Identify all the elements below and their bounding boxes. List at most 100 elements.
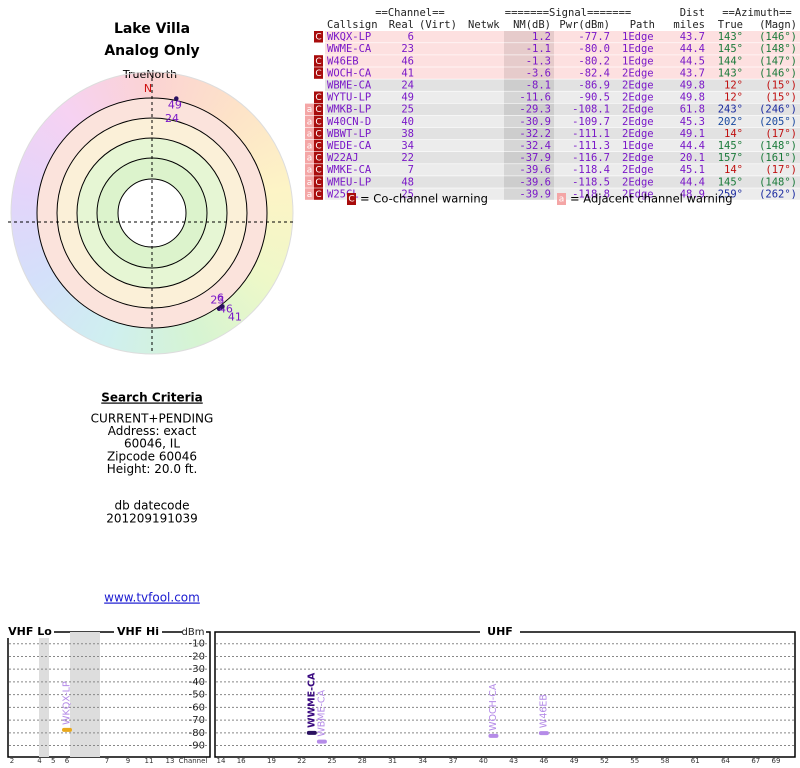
- cell: (17°): [765, 164, 797, 176]
- warning-key: C: [315, 166, 321, 176]
- cell: 145°: [718, 43, 743, 55]
- warning-flag: [314, 55, 323, 67]
- row-bg: [325, 67, 800, 79]
- cell: 2Edge: [622, 188, 654, 200]
- cell: 49: [401, 92, 414, 104]
- cell: 25: [401, 104, 414, 116]
- nm-bg: [504, 91, 554, 103]
- cell: (148°): [759, 176, 797, 188]
- cell: 2Edge: [622, 152, 654, 164]
- x-tick-label: 34: [418, 757, 427, 765]
- column-header: Netwk: [468, 19, 500, 31]
- cell: WKQX-LP: [327, 31, 371, 43]
- cell: 143°: [718, 67, 743, 79]
- cell: 145°: [718, 176, 743, 188]
- cell: -109.7: [572, 116, 610, 128]
- search-title: Search Criteria: [101, 391, 202, 405]
- datecode: 201209191039: [106, 512, 198, 526]
- x-tick-label: 55: [630, 757, 639, 765]
- cell: 48.9: [680, 188, 705, 200]
- cell: 157°: [718, 152, 743, 164]
- cell: (15°): [765, 79, 797, 91]
- group-header: ==Azimuth==: [722, 7, 792, 19]
- cell: 259°: [718, 188, 743, 200]
- cell: 1Edge: [622, 31, 654, 43]
- cell: -111.3: [572, 140, 610, 152]
- x-tick-label: 46: [539, 757, 548, 765]
- station-bar: [538, 731, 549, 736]
- cell: WMEU-LP: [327, 176, 371, 188]
- nm-bg: [504, 55, 554, 67]
- group-header: =======Signal=======: [505, 7, 631, 19]
- y-tick-label: -40: [189, 677, 205, 688]
- search-line: CURRENT+PENDING: [91, 412, 214, 426]
- cell: -30.9: [519, 116, 551, 128]
- x-tick-label: 5: [51, 757, 55, 765]
- y-tick-label: -60: [189, 702, 205, 713]
- x-tick-label: 9: [126, 757, 130, 765]
- cell: 44.5: [680, 55, 705, 67]
- nm-bg: [504, 31, 554, 43]
- cell: -37.9: [519, 152, 551, 164]
- warning-flag: [314, 176, 323, 188]
- cell: WYTU-LP: [327, 92, 371, 104]
- x-tick-label: 31: [388, 757, 397, 765]
- ring: [10, 71, 294, 355]
- y-tick-label: -20: [189, 651, 205, 662]
- cell: 45.3: [680, 116, 705, 128]
- cell: 61.8: [680, 104, 705, 116]
- datecode-label: db datecode: [114, 499, 189, 513]
- link[interactable]: www.tvfool.com: [104, 591, 200, 605]
- cell: 2Edge: [622, 67, 654, 79]
- x-axis-label: Channel: [179, 757, 208, 765]
- cell: 2Edge: [622, 92, 654, 104]
- cell: -116.7: [572, 152, 610, 164]
- cell: 44.4: [680, 140, 705, 152]
- cell: -3.6: [526, 67, 551, 79]
- cell: -39.6: [519, 164, 551, 176]
- cell: W22AJ: [327, 152, 359, 164]
- station-bar: [62, 727, 72, 732]
- x-tick-label: 28: [358, 757, 367, 765]
- y-tick-label: -10: [189, 639, 205, 650]
- warning-flag: [305, 176, 314, 188]
- column-header: Callsign: [327, 19, 378, 31]
- cell: 43.7: [680, 67, 705, 79]
- cell: (148°): [759, 43, 797, 55]
- warning-key: C: [315, 69, 321, 79]
- warning-flag: [305, 188, 314, 200]
- warning-flag: [305, 152, 314, 164]
- warning-key: C: [315, 117, 321, 127]
- cell: 6: [408, 31, 414, 43]
- warning-key: a: [307, 141, 313, 151]
- group-header: Dist: [680, 7, 705, 19]
- legend-text: = Co-channel warning: [360, 192, 488, 206]
- warning-key: C: [315, 141, 321, 151]
- cell: 143°: [718, 31, 743, 43]
- warning-key: a: [307, 190, 313, 200]
- cell: 2Edge: [622, 176, 654, 188]
- cell: WBME-CA: [327, 79, 372, 91]
- column-header: Pwr(dBm): [559, 19, 610, 31]
- cell: -8.1: [526, 79, 551, 91]
- warning-flag: [314, 67, 323, 79]
- legend-key: a: [559, 195, 565, 205]
- station-dot: [220, 304, 225, 309]
- station-label: 6: [217, 291, 224, 304]
- cell: 12°: [724, 79, 743, 91]
- x-tick-label: 25: [328, 757, 337, 765]
- cell: (146°): [759, 31, 797, 43]
- row-bg: [325, 152, 800, 164]
- nm-bg: [504, 188, 554, 200]
- cell: (15°): [765, 92, 797, 104]
- cell: (246°): [759, 104, 797, 116]
- cell: 2Edge: [622, 116, 654, 128]
- warning-key: a: [307, 129, 313, 139]
- station-label: 49: [168, 98, 182, 111]
- warning-flag: [305, 103, 314, 116]
- cell: 38: [401, 128, 414, 140]
- cell: 14°: [724, 164, 743, 176]
- nm-bg: [504, 152, 554, 164]
- legend-text: = Adjacent channel warning: [570, 192, 733, 206]
- cell: -39.6: [519, 176, 551, 188]
